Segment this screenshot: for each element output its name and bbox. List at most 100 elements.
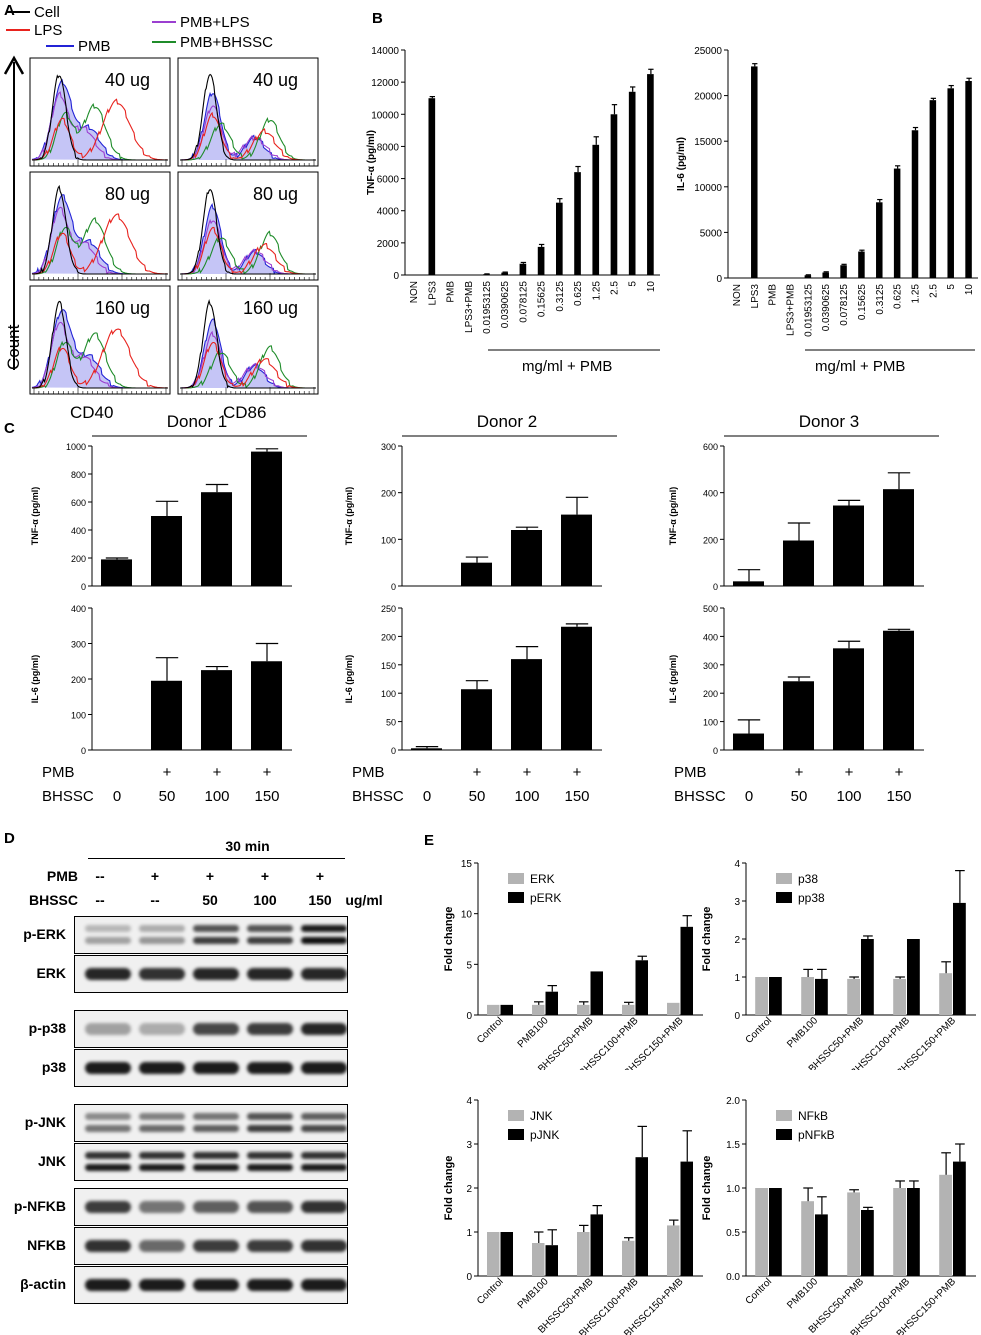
E2-error-bar-p38-3: [895, 976, 905, 979]
B1-error-bar-13: [648, 68, 654, 75]
blot-label-8: β-actin: [20, 1276, 66, 1292]
E3-error-bar-pJNK-2: [592, 1204, 602, 1215]
C-TNF-3-error-bar-1: [787, 522, 811, 541]
blot-pmb-row-label: PMB: [46, 868, 78, 884]
E4-bar-NFkB-0: [755, 1188, 768, 1276]
blot-strip-4: [74, 1104, 348, 1142]
E2-ytick-label-1: 1: [734, 973, 740, 984]
panel-letter-e: E: [424, 832, 435, 849]
E2-category-1: PMB100: [785, 1015, 820, 1050]
bhssc-lane-mark-4: 150: [308, 892, 332, 908]
blot-band: [85, 1113, 131, 1120]
B1-bar-8: [555, 202, 563, 275]
blot-band: [193, 1023, 239, 1035]
blot-band-lower: [247, 1164, 293, 1171]
C-IL6-1-bar-3: [251, 661, 282, 750]
C-TNF-2-bar-2: [511, 530, 542, 586]
C-TNF-2-ytick-label-0: 0: [391, 582, 396, 592]
C-IL6-3-bar-3: [883, 630, 914, 750]
B2-ytick-label-3: 15000: [694, 137, 722, 148]
E4-bar-pNFkB-2: [861, 1210, 874, 1276]
donor-title-3: Donor 3: [799, 412, 859, 431]
histogram-curve-LPS: [180, 226, 316, 276]
E1-legend-ERK: ERK: [530, 872, 555, 886]
E3-bar-JNK-1: [532, 1243, 545, 1276]
histogram-cell-cd40-0: 40 ug: [29, 57, 171, 167]
blot-band-lower: [301, 1125, 347, 1132]
blot-band: [85, 1023, 131, 1035]
bhssc-value-1-0: 0: [113, 788, 121, 805]
E1-error-bar-pERK-4: [682, 915, 692, 927]
panel-a-flow-cytometry: Cell LPS PMB PMB+LPS PMB+BHSSC Count 40 …: [3, 4, 319, 422]
blot-label-2: p-p38: [28, 1020, 66, 1036]
E1-bar-pERK-0: [500, 1004, 513, 1015]
histogram-curve-PMB+BHSSC: [180, 117, 316, 161]
pmb-lane-mark-1: +: [150, 868, 160, 884]
E1-legend-swatch-ERK: [508, 873, 524, 884]
dose-label: 160 ug: [95, 298, 150, 318]
E3-error-bar-pJNK-4: [682, 1130, 692, 1162]
blot-band-lower: [139, 937, 185, 944]
blot-strip-0: [74, 916, 348, 954]
E4-legend-swatch-NFkB: [776, 1110, 792, 1121]
C-IL6-1-error-bar-3: [255, 642, 279, 662]
B1-bar-9: [574, 172, 581, 275]
E2-ytick-label-0: 0: [734, 1011, 740, 1022]
B2-error-bar-5: [823, 271, 829, 273]
blot-band: [85, 1240, 131, 1252]
B1-error-bar-10: [593, 136, 599, 145]
E3-error-bar-pJNK-3: [637, 1125, 647, 1158]
donor-title-1: Donor 1: [167, 412, 227, 431]
histogram-curve-PMB+BHSSC: [180, 230, 316, 275]
E1-error-bar-ERK-2: [579, 1001, 589, 1005]
E4-ytick-label-4: 2.0: [726, 1096, 740, 1107]
C-IL6-2-ytick-label-5: 250: [381, 604, 396, 614]
C-TNF-2-error-bar-2: [515, 526, 539, 530]
blot-band: [247, 1113, 293, 1120]
legend-lps: LPS: [34, 22, 62, 39]
E3-bar-JNK-3: [622, 1240, 635, 1276]
C-TNF-1-bar-3: [251, 451, 282, 586]
pmb-lane-mark-4: +: [315, 868, 325, 884]
dose-label: 80 ug: [253, 184, 298, 204]
C-IL6-2-error-bar-0: [415, 745, 439, 749]
E1-bar-ERK-0: [487, 1004, 500, 1015]
E3-bar-pJNK-3: [635, 1157, 648, 1276]
B1-error-bar-12: [630, 86, 636, 92]
B2-error-bar-11: [930, 97, 936, 101]
bhssc-lane-mark-0: --: [95, 892, 105, 908]
cd86-label: CD86: [223, 403, 266, 422]
C-TNF-3-error-bar-2: [837, 499, 861, 506]
histogram-curve-LPS: [180, 341, 316, 389]
blot-band: [85, 1201, 131, 1213]
B1-error-bar-6: [520, 261, 527, 264]
E4-ytick-label-0: 0.0: [726, 1272, 740, 1283]
blot-band-lower: [247, 937, 293, 944]
E2-error-bar-pp38-2: [863, 935, 873, 939]
pmb-mark-3-1: +: [795, 764, 804, 781]
blot-label-1: ERK: [36, 965, 66, 981]
blot-band: [139, 1201, 185, 1213]
B2-bar-4: [804, 275, 812, 278]
E2-bar-pp38-0: [769, 977, 782, 1015]
blot-strip-2: [74, 1010, 348, 1048]
C-TNF-2-error-bar-1: [465, 556, 489, 563]
C-TNF-2-ytick-label-2: 200: [381, 489, 396, 499]
C-TNF-3-error-bar-0: [737, 569, 761, 582]
blot-strip-6: [74, 1188, 348, 1226]
E2-bar-p38-0: [755, 977, 768, 1015]
bhssc-lane-mark-2: 50: [202, 892, 218, 908]
pmb-mark-2-3: +: [573, 764, 582, 781]
histogram-cell-cd40-1: 80 ug: [29, 171, 171, 281]
B1-category-13: 10: [646, 281, 657, 293]
histogram-cell-cd86-0: 40 ug: [177, 57, 319, 167]
C-TNF-2-ylabel: TNF-α (pg/ml): [344, 487, 354, 546]
C-IL6-3-error-bar-2: [837, 640, 861, 649]
E4-error-bar-pNFkB-1: [817, 1196, 827, 1215]
E3-ytick-label-4: 4: [466, 1096, 472, 1107]
donor-title-2: Donor 2: [477, 412, 537, 431]
blot-band-lower: [85, 937, 131, 944]
